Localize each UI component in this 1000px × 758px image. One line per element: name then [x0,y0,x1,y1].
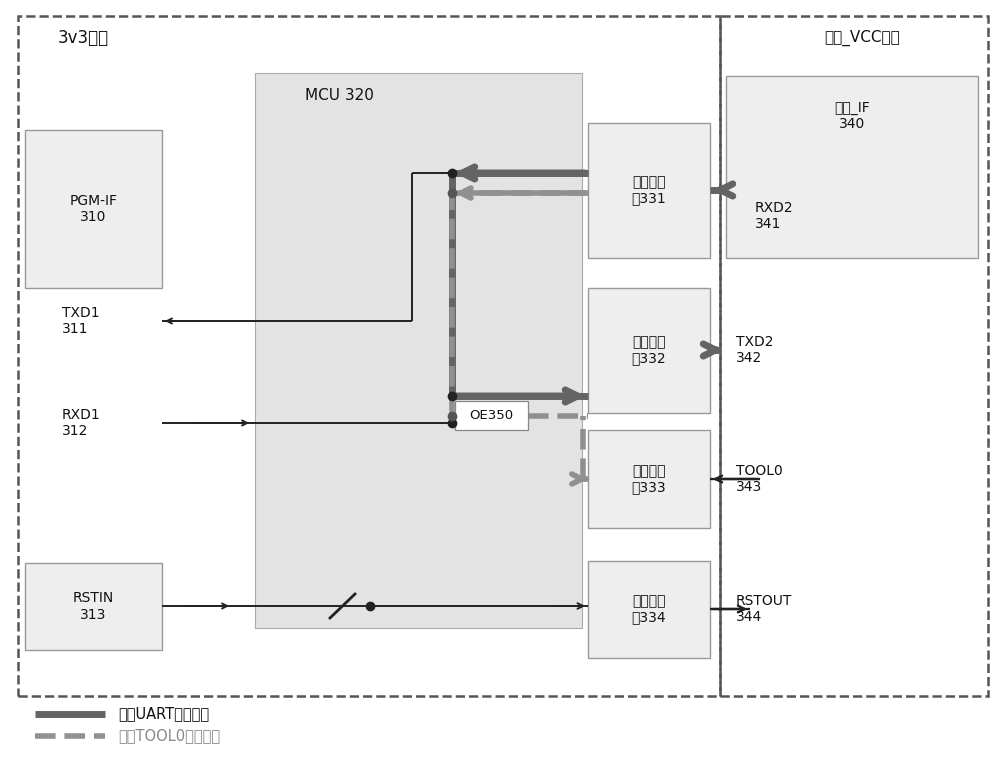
Bar [726,76,978,258]
Text: 电平转换
器333: 电平转换 器333 [632,464,666,494]
Bar [25,130,162,288]
Bar [720,16,988,696]
Text: RXD1
312: RXD1 312 [62,408,101,438]
Text: MCU 320: MCU 320 [305,89,374,104]
Text: TXD1
311: TXD1 311 [62,306,100,336]
Text: 单线TOOL0编程通路: 单线TOOL0编程通路 [118,728,220,744]
Text: RXD2
341: RXD2 341 [755,201,794,231]
Text: OE350: OE350 [469,409,514,422]
Bar [588,430,710,528]
Text: 目标_IF
340: 目标_IF 340 [834,101,870,131]
Text: RSTIN
313: RSTIN 313 [73,591,114,622]
Bar [25,563,162,650]
Text: TOOL0
343: TOOL0 343 [736,464,783,494]
Text: RSTOUT
344: RSTOUT 344 [736,594,792,624]
Bar [455,401,528,430]
Bar [588,561,710,658]
Bar [588,288,710,413]
Text: 目标_VCC系统: 目标_VCC系统 [824,30,900,46]
Text: 电平转换
器334: 电平转换 器334 [632,594,666,624]
Text: 电平转换
器332: 电平转换 器332 [632,335,666,365]
Text: PGM-IF
310: PGM-IF 310 [70,194,118,224]
Text: 3v3系统: 3v3系统 [58,29,109,47]
Bar [588,123,710,258]
Bar [18,16,720,696]
Text: TXD2
342: TXD2 342 [736,335,774,365]
Text: 电平转换
器331: 电平转换 器331 [632,175,666,205]
Text: 双线UART编程通路: 双线UART编程通路 [118,706,209,722]
Bar [255,73,582,628]
